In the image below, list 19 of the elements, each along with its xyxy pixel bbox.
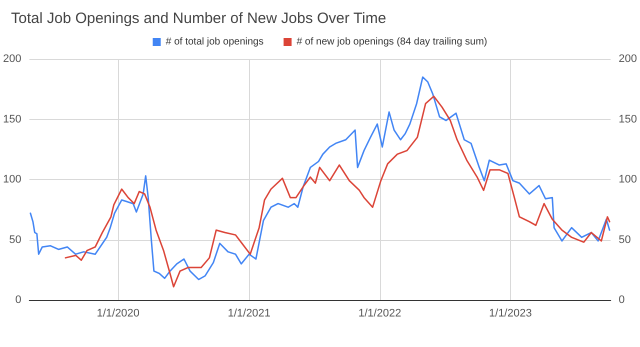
chart-title: Total Job Openings and Number of New Jobs Over Time bbox=[11, 10, 386, 27]
y2-tick-label: 100 bbox=[618, 174, 638, 186]
y-tick-label: 0 bbox=[15, 294, 22, 306]
y-tick-label: 200 bbox=[2, 53, 22, 65]
y-tick-label: 150 bbox=[2, 113, 22, 126]
legend-label: # of new job openings (84 day trailing sum) bbox=[296, 36, 488, 48]
y-tick-label: 100 bbox=[2, 174, 22, 186]
legend-label: # of total job openings bbox=[166, 36, 264, 48]
line-series bbox=[64, 96, 610, 288]
x-tick-label: 1/1/2022 bbox=[358, 308, 402, 320]
y-tick-label: 50 bbox=[9, 234, 22, 246]
x-tick-label: 1/1/2020 bbox=[96, 308, 140, 320]
y2-tick-label: 0 bbox=[618, 294, 625, 306]
x-tick-label: 1/1/2021 bbox=[228, 308, 271, 320]
line-series bbox=[30, 76, 610, 280]
y2-tick-label: 150 bbox=[618, 113, 638, 126]
x-tick-label: 1/1/2023 bbox=[489, 308, 532, 320]
y2-tick-label: 200 bbox=[618, 53, 638, 65]
y2-tick-label: 50 bbox=[618, 234, 631, 246]
